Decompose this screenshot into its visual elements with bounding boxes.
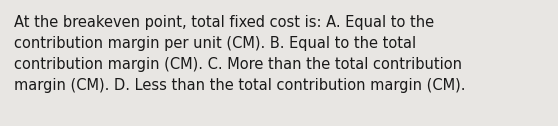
- Text: At the breakeven point, total fixed cost is: A. Equal to the
contribution margin: At the breakeven point, total fixed cost…: [14, 15, 465, 93]
